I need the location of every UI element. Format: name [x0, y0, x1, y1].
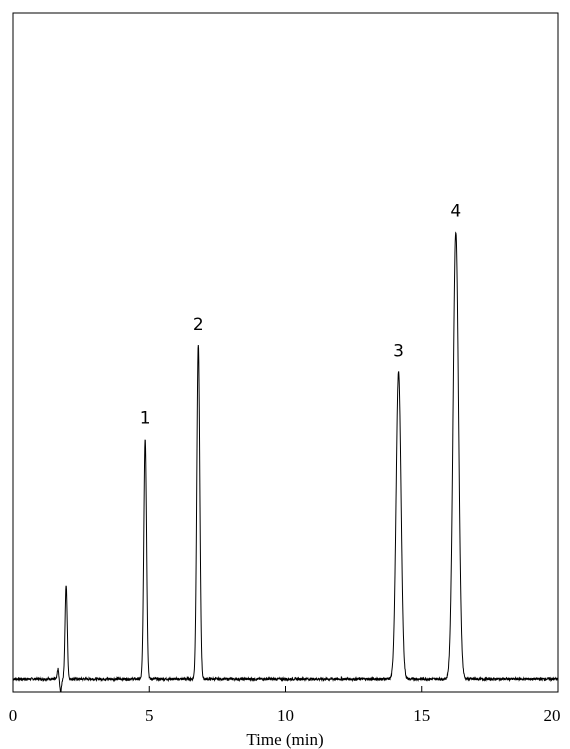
- chromatogram-trace: [12, 231, 559, 693]
- peak-label-1: 1: [140, 409, 151, 429]
- peak-label-3: 3: [393, 342, 404, 362]
- plot-frame: [12, 12, 559, 693]
- x-tick-label: 0: [9, 706, 18, 725]
- peak-label-4: 4: [450, 201, 461, 221]
- x-tick-label: 20: [544, 706, 561, 725]
- x-tick-label: 5: [145, 706, 154, 725]
- x-tick-label: 15: [413, 706, 430, 725]
- peak-label-2: 2: [193, 315, 204, 335]
- x-tick-label: 10: [277, 706, 294, 725]
- peak-labels: 1 2 3 4: [140, 201, 461, 428]
- x-axis-tick-labels: 0 5 10 15 20: [9, 706, 561, 725]
- x-axis-ticks: [12, 686, 559, 692]
- x-axis-label: Time (min): [246, 730, 323, 749]
